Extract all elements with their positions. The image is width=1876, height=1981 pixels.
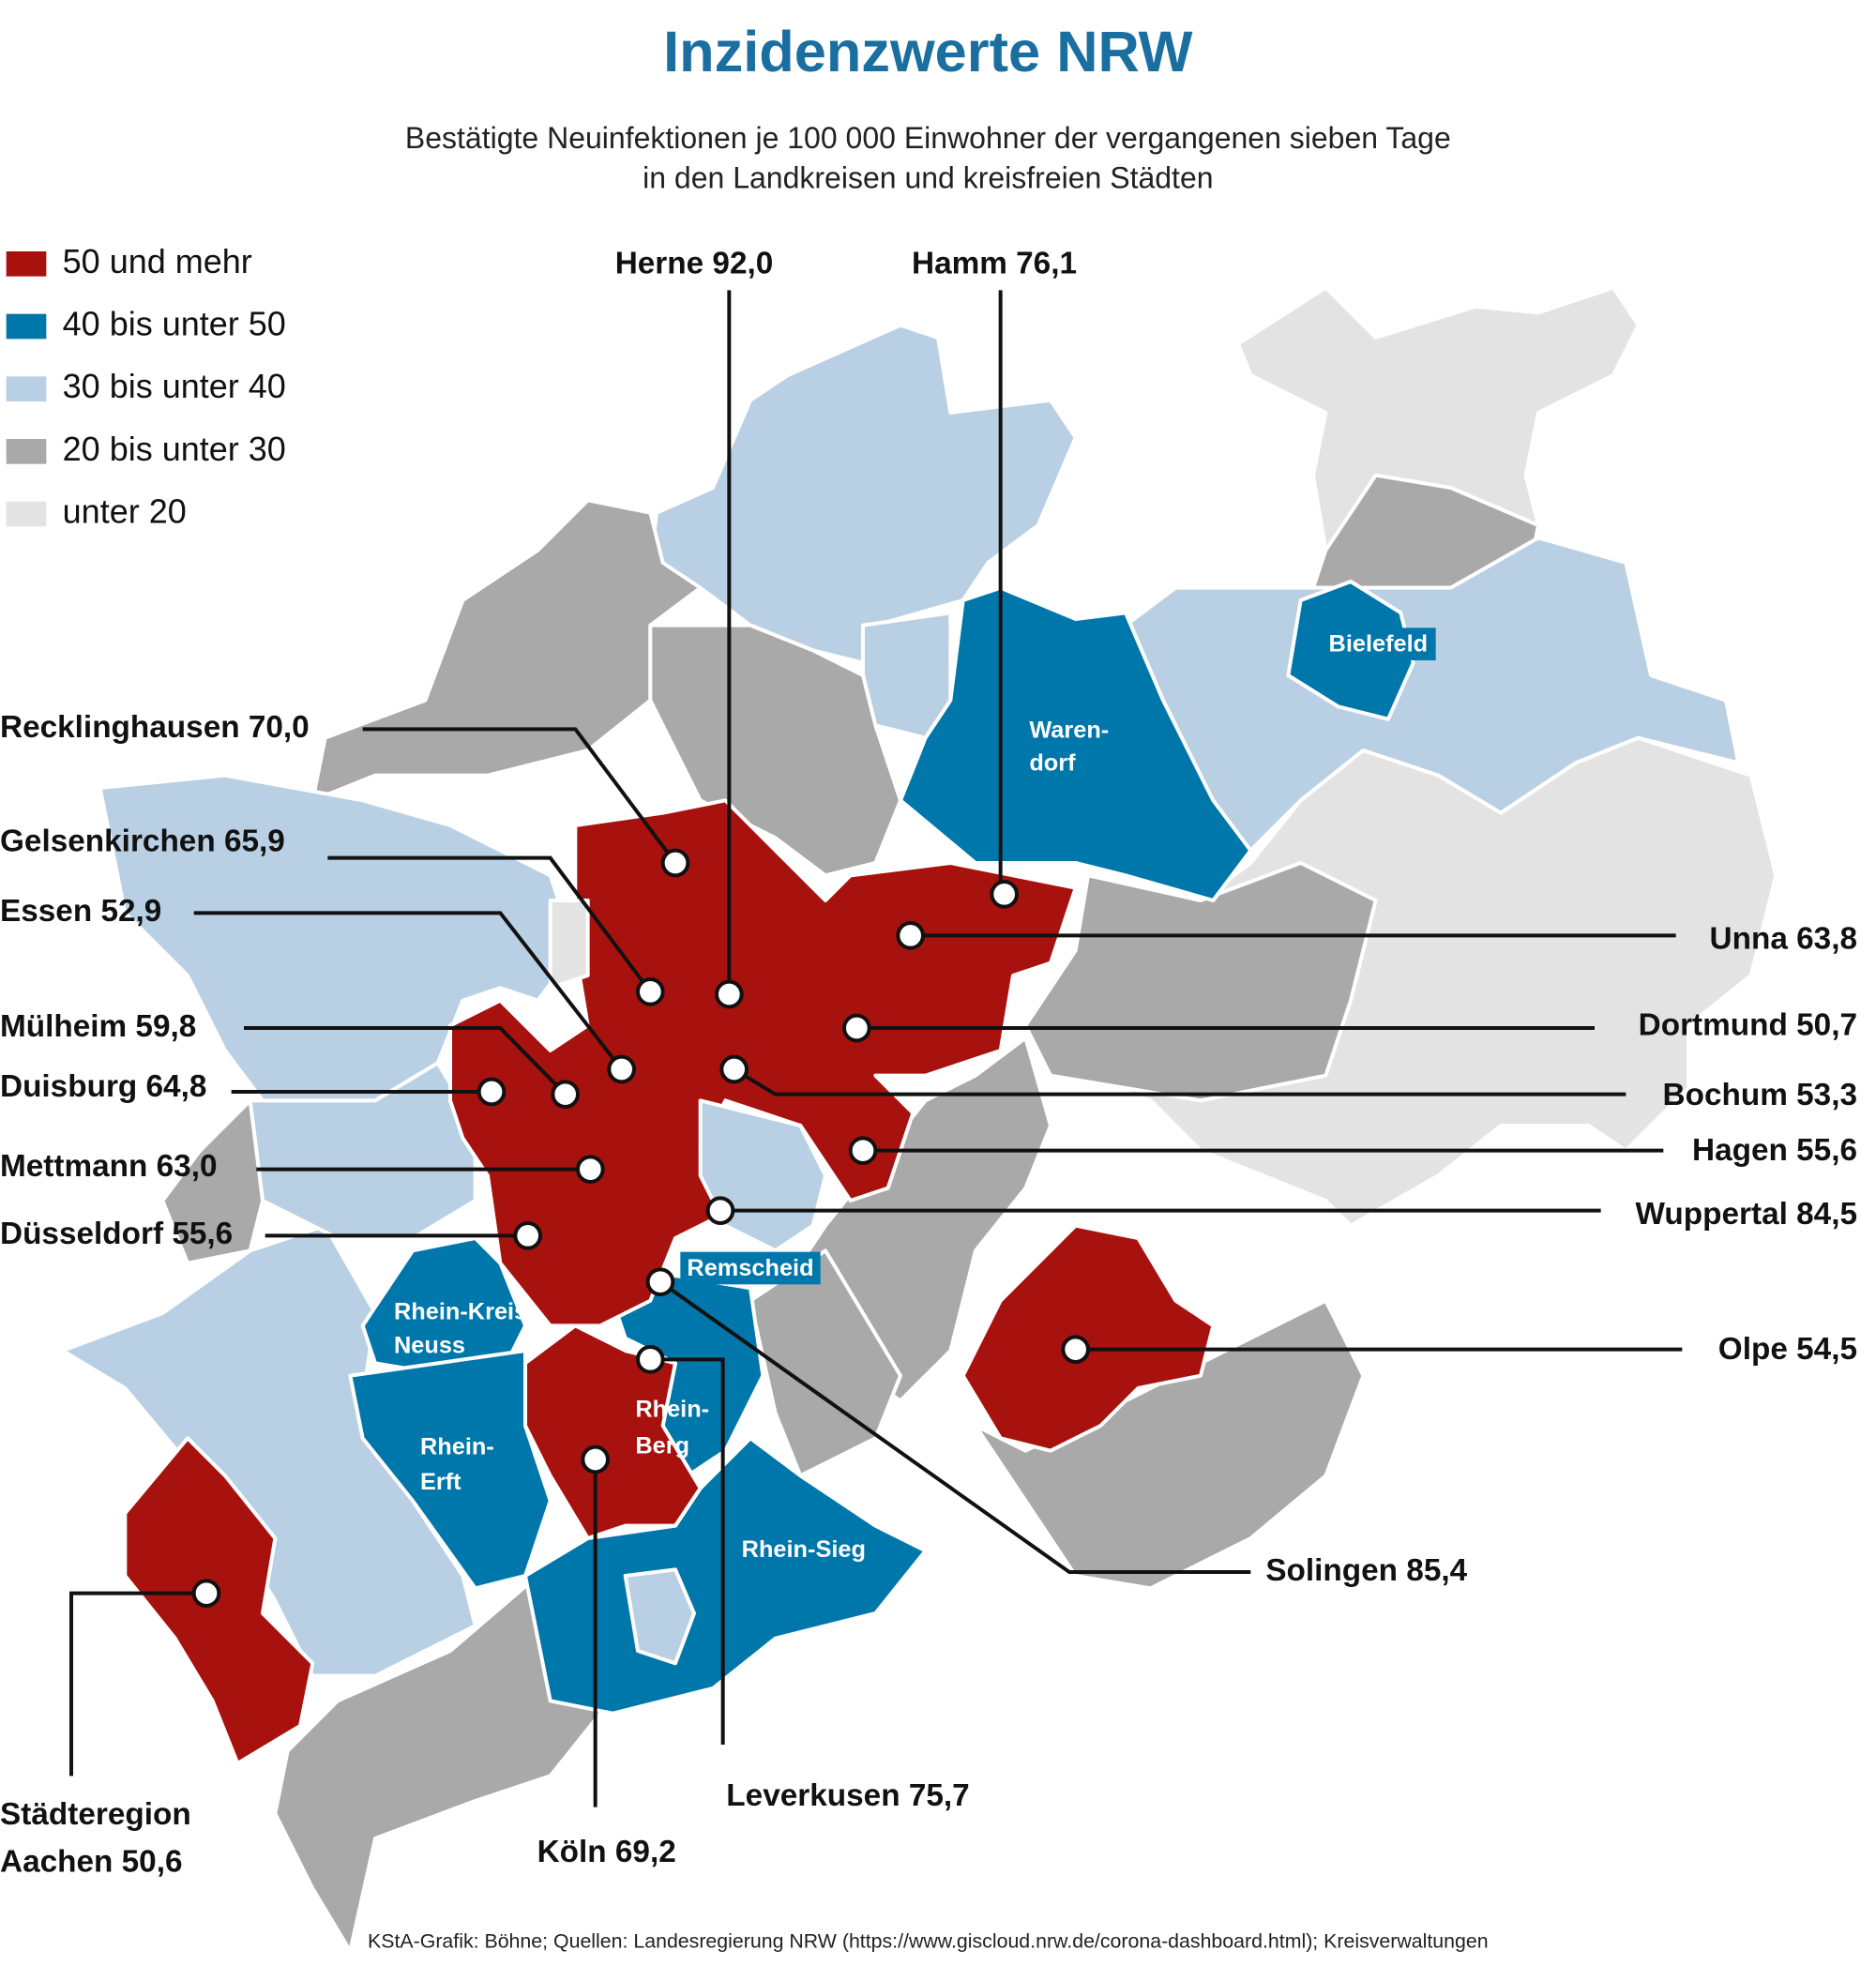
location-dot	[645, 1267, 675, 1296]
legend-swatch	[6, 313, 47, 340]
location-dot	[719, 1054, 749, 1084]
legend-label: unter 20	[63, 492, 187, 531]
callout: Olpe 54,5	[1718, 1332, 1857, 1367]
leader-line	[733, 1067, 1626, 1096]
leader-line	[193, 911, 624, 1071]
callout: Hamm 76,1	[912, 246, 1077, 280]
legend-label: 50 und mehr	[63, 242, 252, 280]
callout: Unna 63,8	[1710, 921, 1857, 956]
title: Inzidenzwerte NRW	[663, 19, 1193, 83]
map-label: Rhein-Kreis	[394, 1299, 527, 1325]
region	[648, 623, 902, 878]
location-dot	[513, 1221, 542, 1250]
legend-label: 30 bis unter 40	[63, 367, 286, 405]
location-dot	[191, 1579, 221, 1608]
legend-swatch	[6, 501, 47, 527]
map-label: Berg	[635, 1432, 689, 1459]
legend-swatch	[6, 439, 47, 464]
callout: Essen 52,9	[0, 894, 161, 929]
location-dot	[660, 848, 690, 878]
callout: Düsseldorf 55,6	[0, 1217, 233, 1251]
location-dot	[990, 879, 1019, 909]
label-box	[1321, 628, 1436, 660]
callout: Mettmann 63,0	[0, 1149, 218, 1184]
leader-line	[327, 855, 652, 993]
label-box	[680, 1251, 821, 1285]
subtitle: in den Landkreisen und kreisfreien Städt…	[643, 160, 1213, 194]
legend-label: 40 bis unter 50	[63, 305, 286, 343]
location-dots	[191, 848, 1090, 1608]
map-label: Neuss	[394, 1333, 465, 1359]
location-dot	[896, 920, 925, 950]
legend-swatch	[6, 251, 47, 277]
legend: 50 und mehr 40 bis unter 50 30 bis unter…	[6, 242, 286, 531]
map-label: Rhein-	[635, 1397, 709, 1423]
leader-line	[362, 727, 677, 865]
callout: Bochum 53,3	[1663, 1078, 1857, 1112]
region	[623, 1567, 696, 1666]
callout: Dortmund 50,7	[1639, 1007, 1857, 1042]
callout: Leverkusen 75,7	[726, 1778, 969, 1813]
source: KStA-Grafik: Böhne; Quellen: Landesregie…	[368, 1929, 1489, 1952]
callout: Städteregion	[0, 1797, 191, 1832]
location-dot	[848, 1136, 878, 1165]
leader-line	[69, 1591, 206, 1777]
callout: Köln 69,2	[537, 1835, 676, 1869]
region	[1023, 861, 1378, 1103]
callout: Recklinghausen 70,0	[0, 710, 310, 745]
region	[123, 1436, 315, 1765]
map-label: Remscheid	[687, 1255, 813, 1281]
callout: Solingen 85,4	[1265, 1553, 1467, 1588]
legend-swatch	[6, 376, 47, 401]
location-dot	[1061, 1335, 1090, 1364]
leader-line	[244, 1026, 567, 1096]
subtitle: Bestätigte Neuinfektionen je 100 000 Ein…	[405, 121, 1451, 155]
location-dot	[841, 1013, 871, 1043]
location-dot	[575, 1155, 605, 1184]
callout: Duisburg 64,8	[0, 1069, 206, 1104]
location-dot	[635, 1345, 665, 1374]
map-label: Erft	[420, 1469, 461, 1495]
location-dot	[705, 1196, 735, 1225]
map-label: dorf	[1029, 749, 1076, 776]
callout: Gelsenkirchen 65,9	[0, 824, 285, 858]
callout: Wuppertal 84,5	[1636, 1197, 1857, 1232]
map-label: Bielefeld	[1329, 631, 1429, 658]
region	[548, 899, 590, 990]
map-label: Rhein-	[420, 1434, 494, 1460]
map-label: Waren-	[1029, 718, 1109, 744]
region	[160, 1098, 265, 1265]
callout: Aachen 50,6	[0, 1844, 183, 1879]
location-dot	[607, 1054, 636, 1084]
regions	[60, 285, 1778, 1953]
legend-label: 20 bis unter 30	[63, 430, 286, 468]
leader-line	[650, 1357, 725, 1745]
location-dot	[477, 1077, 507, 1107]
region	[749, 1248, 902, 1478]
callout: Herne 92,0	[615, 246, 774, 280]
region	[348, 1349, 552, 1591]
callouts: Herne 92,0 Hamm 76,1 Recklinghausen 70,0…	[0, 246, 1857, 1879]
map-label: Rhein-Sieg	[742, 1536, 866, 1563]
map-labels: Bielefeld Waren- dorf Remscheid Rhein-Kr…	[394, 628, 1436, 1563]
location-dot	[581, 1444, 610, 1474]
region	[273, 1574, 602, 1953]
leader-line	[658, 1280, 1251, 1574]
leader-lines	[69, 290, 1683, 1807]
region	[523, 1323, 703, 1540]
callout: Hagen 55,6	[1692, 1133, 1857, 1168]
callout: Mülheim 59,8	[0, 1009, 196, 1044]
region	[310, 498, 703, 803]
region	[899, 585, 1253, 902]
region	[1236, 285, 1641, 590]
location-dot	[714, 979, 744, 1009]
location-dot	[551, 1080, 580, 1109]
region	[248, 1061, 477, 1240]
location-dot	[635, 977, 665, 1006]
